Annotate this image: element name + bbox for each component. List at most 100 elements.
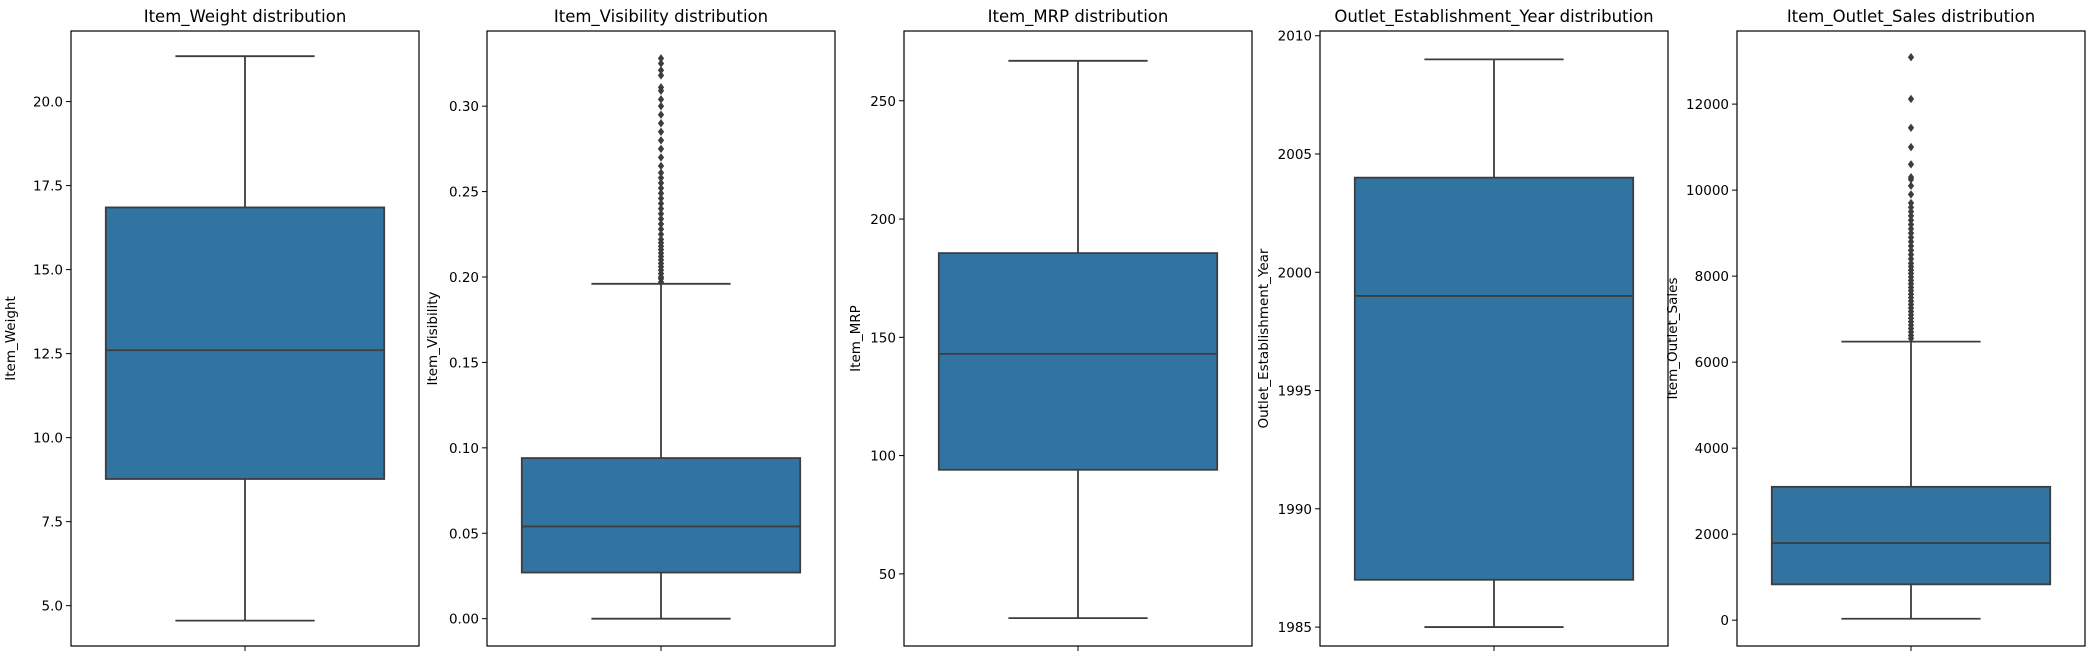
- iqr-box: [1770, 485, 2052, 586]
- plot-area: 0.00 0.05 0.10 0.15 0.20 0.25 0.30: [449, 30, 836, 651]
- y-tick-label: 200: [870, 212, 896, 228]
- plot-area: 50 100 150 200 250: [870, 30, 1253, 651]
- iqr-box: [104, 206, 386, 480]
- y-tick-label: 8000: [1695, 269, 1729, 285]
- outlier-point: [1907, 181, 1915, 191]
- outlier-point: [1907, 216, 1915, 225]
- outlier-point: [657, 127, 665, 136]
- outlier-point: [657, 59, 665, 68]
- outlier-point: [657, 235, 665, 244]
- plot-area: 5.0 7.5 10.0 12.5 15.0 17.5 20.0: [33, 30, 420, 651]
- y-tick-label: 10.0: [33, 431, 63, 447]
- outlier-point: [1907, 241, 1915, 251]
- outlier-point: [657, 110, 665, 119]
- y-tick-label: 12000: [1686, 97, 1729, 113]
- y-tick-label: 12.5: [33, 347, 63, 363]
- plot-area: 1985 1990 1995 2000 2005 2010: [1278, 29, 1669, 651]
- outlier-point: [657, 168, 665, 177]
- y-tick-label: 50: [879, 567, 896, 583]
- outlier-point: [657, 209, 665, 218]
- y-tick-label: 6000: [1695, 355, 1729, 371]
- outlier-point: [657, 95, 665, 104]
- outlier-point: [1907, 160, 1915, 169]
- y-tick-label: 1990: [1278, 502, 1312, 518]
- axes-frame: [70, 30, 420, 647]
- outlier-point: [657, 161, 665, 171]
- outlier-point: [657, 136, 665, 145]
- outlier-point: [657, 183, 665, 193]
- outlier-point: [1907, 211, 1915, 221]
- outlier-point: [657, 173, 665, 183]
- y-tick-label: 20.0: [33, 95, 63, 111]
- axes-frame: [486, 30, 836, 647]
- outlier-point: [1907, 220, 1915, 229]
- outlier-point: [657, 101, 665, 111]
- outlier-point: [1907, 123, 1915, 132]
- outlier-point: [657, 199, 665, 208]
- outlier-point: [1907, 254, 1915, 264]
- outlier-point: [657, 144, 665, 154]
- y-tick-label: 0.00: [449, 612, 479, 628]
- panel-title: Item_Outlet_Sales distribution: [1787, 7, 2035, 27]
- outlier-point: [1907, 246, 1915, 255]
- plot-area: 0 2000 4000 6000 8000 10000 12000: [1686, 30, 2086, 651]
- y-tick-label: 2000: [1695, 527, 1729, 543]
- outlier-point: [657, 119, 665, 128]
- panel-title: Outlet_Establishment_Year distribution: [1334, 7, 1653, 27]
- outlier-point: [1907, 190, 1915, 199]
- outlier-point: [657, 214, 665, 224]
- iqr-box: [1353, 176, 1635, 581]
- axes-frame: [1736, 30, 2086, 647]
- y-tick-label: 0.20: [449, 270, 479, 286]
- y-tick-label: 5.0: [42, 599, 63, 615]
- outlier-point: [657, 189, 665, 198]
- y-tick-label: 2005: [1278, 147, 1312, 163]
- outlier-point: [1907, 198, 1915, 208]
- outlier-point: [657, 178, 665, 188]
- y-tick-label: 0.10: [449, 441, 479, 457]
- outlier-point: [657, 54, 665, 63]
- y-tick-label: 0: [1720, 613, 1729, 629]
- y-axis-label: Item_MRP: [848, 305, 864, 372]
- outlier-point: [1907, 224, 1915, 234]
- outlier-point: [1907, 237, 1915, 246]
- y-tick-label: 1995: [1278, 384, 1312, 400]
- panel-title: Item_Visibility distribution: [554, 7, 768, 27]
- y-tick-label: 150: [870, 330, 896, 346]
- y-axis-label: Item_Outlet_Sales: [1665, 278, 1681, 400]
- outlier-point: [1907, 228, 1915, 238]
- iqr-box: [937, 252, 1219, 471]
- y-axis-label: Outlet_Establishment_Year: [1256, 248, 1272, 428]
- outlier-point: [657, 71, 665, 80]
- outlier-point: [1907, 259, 1915, 268]
- y-tick-label: 4000: [1695, 441, 1729, 457]
- outlier-point: [657, 224, 665, 234]
- outlier-point: [657, 66, 665, 75]
- panel-item-outlet-sales: Item_Outlet_Sales distribution Item_Outl…: [1665, 7, 2086, 651]
- y-tick-label: 0.05: [449, 526, 479, 542]
- outlier-point: [657, 219, 665, 229]
- y-tick-label: 7.5: [42, 515, 63, 531]
- y-tick-label: 2010: [1278, 29, 1312, 45]
- y-tick-label: 250: [870, 94, 896, 110]
- outlier-point: [1907, 173, 1915, 182]
- panel-item-weight: Item_Weight distribution Item_Weight 5.0…: [3, 7, 420, 651]
- y-tick-label: 100: [870, 449, 896, 465]
- outlier-point: [657, 153, 665, 162]
- y-axis-label: Item_Visibility: [425, 291, 441, 385]
- y-tick-label: 2000: [1278, 265, 1312, 281]
- outlier-point: [657, 83, 665, 92]
- panel-outlet-establishment-year: Outlet_Establishment_Year distribution O…: [1256, 7, 1669, 651]
- panel-item-mrp: Item_MRP distribution Item_MRP 50 100 150 2…: [848, 7, 1253, 651]
- outlier-point: [1907, 233, 1915, 242]
- outlier-point: [1907, 203, 1915, 212]
- iqr-box: [520, 457, 802, 574]
- outlier-point: [657, 194, 665, 203]
- outlier-point: [657, 230, 665, 239]
- y-tick-label: 0.15: [449, 355, 479, 371]
- panel-title: Item_Weight distribution: [144, 7, 347, 27]
- outlier-point: [657, 204, 665, 213]
- axes-frame: [1319, 30, 1669, 647]
- y-tick-label: 0.30: [449, 99, 479, 115]
